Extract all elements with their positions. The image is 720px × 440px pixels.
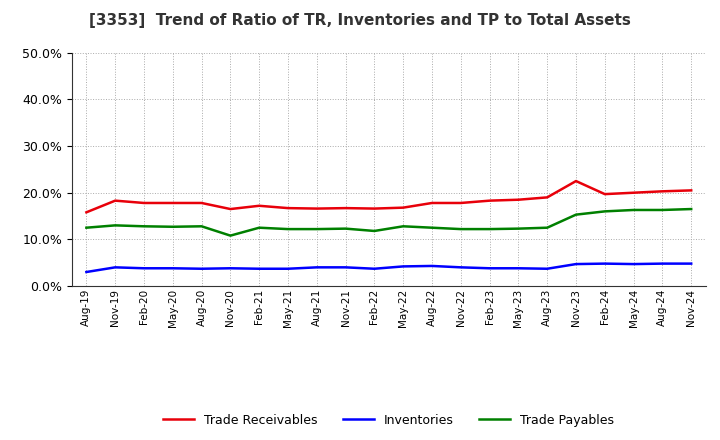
Trade Receivables xyxy=(572,178,580,183)
Inventories xyxy=(341,265,350,270)
Inventories xyxy=(658,261,667,266)
Trade Payables xyxy=(572,212,580,217)
Trade Receivables xyxy=(341,205,350,211)
Trade Payables xyxy=(687,206,696,212)
Trade Receivables xyxy=(456,200,465,205)
Trade Receivables xyxy=(428,200,436,205)
Inventories xyxy=(140,266,148,271)
Trade Payables xyxy=(255,225,264,231)
Inventories xyxy=(82,269,91,275)
Trade Payables xyxy=(514,226,523,231)
Inventories xyxy=(572,261,580,267)
Trade Payables xyxy=(399,224,408,229)
Inventories xyxy=(284,266,292,271)
Trade Receivables xyxy=(140,200,148,205)
Trade Receivables xyxy=(629,190,638,195)
Inventories xyxy=(543,266,552,271)
Trade Receivables xyxy=(687,188,696,193)
Inventories xyxy=(485,266,494,271)
Trade Receivables xyxy=(284,205,292,211)
Trade Payables xyxy=(312,227,321,232)
Text: [3353]  Trend of Ratio of TR, Inventories and TP to Total Assets: [3353] Trend of Ratio of TR, Inventories… xyxy=(89,13,631,28)
Line: Trade Payables: Trade Payables xyxy=(86,209,691,236)
Inventories xyxy=(514,266,523,271)
Trade Payables xyxy=(370,228,379,234)
Trade Payables xyxy=(111,223,120,228)
Trade Payables xyxy=(341,226,350,231)
Trade Payables xyxy=(82,225,91,231)
Trade Payables xyxy=(284,227,292,232)
Trade Payables xyxy=(168,224,177,229)
Inventories xyxy=(687,261,696,266)
Trade Receivables xyxy=(485,198,494,203)
Trade Payables xyxy=(428,225,436,231)
Trade Receivables xyxy=(399,205,408,210)
Inventories xyxy=(370,266,379,271)
Trade Payables xyxy=(456,227,465,232)
Inventories xyxy=(226,266,235,271)
Trade Receivables xyxy=(312,206,321,211)
Line: Inventories: Inventories xyxy=(86,264,691,272)
Trade Receivables xyxy=(514,197,523,202)
Trade Receivables xyxy=(111,198,120,203)
Trade Payables xyxy=(140,224,148,229)
Trade Receivables xyxy=(226,206,235,212)
Trade Payables xyxy=(629,207,638,213)
Inventories xyxy=(312,265,321,270)
Inventories xyxy=(629,261,638,267)
Inventories xyxy=(111,265,120,270)
Trade Payables xyxy=(226,233,235,238)
Inventories xyxy=(168,266,177,271)
Trade Payables xyxy=(485,227,494,232)
Trade Payables xyxy=(658,207,667,213)
Trade Receivables xyxy=(197,200,206,205)
Trade Receivables xyxy=(600,191,609,197)
Inventories xyxy=(197,266,206,271)
Inventories xyxy=(255,266,264,271)
Trade Receivables xyxy=(370,206,379,211)
Trade Receivables xyxy=(658,189,667,194)
Trade Receivables xyxy=(255,203,264,209)
Inventories xyxy=(399,264,408,269)
Inventories xyxy=(428,263,436,268)
Trade Payables xyxy=(543,225,552,231)
Trade Receivables xyxy=(543,195,552,200)
Trade Receivables xyxy=(82,210,91,215)
Trade Payables xyxy=(600,209,609,214)
Trade Receivables xyxy=(168,200,177,205)
Legend: Trade Receivables, Inventories, Trade Payables: Trade Receivables, Inventories, Trade Pa… xyxy=(163,414,614,426)
Inventories xyxy=(600,261,609,266)
Trade Payables xyxy=(197,224,206,229)
Inventories xyxy=(456,265,465,270)
Line: Trade Receivables: Trade Receivables xyxy=(86,181,691,213)
